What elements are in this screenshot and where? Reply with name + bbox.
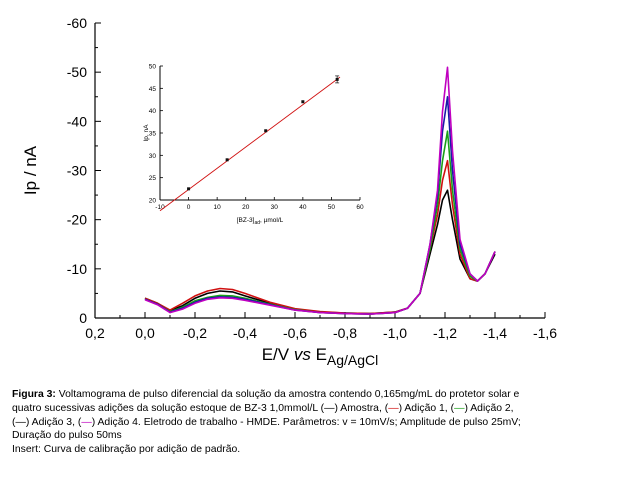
- legend-dash-adicao1: —: [388, 402, 399, 414]
- legend-dash-adicao2: —: [454, 402, 465, 414]
- main-y-tick-label: -30: [67, 163, 87, 179]
- legend-label-adicao2: Adição 2,: [470, 402, 514, 414]
- main-x-tick-label: -1,0: [383, 325, 407, 341]
- main-y-tick-label: 0: [79, 310, 87, 326]
- main-x-tick-label: -1,2: [433, 325, 457, 341]
- inset-x-title-unit: , µmol/L: [260, 217, 284, 224]
- inset-y-axis-title: Ip, nA: [143, 124, 150, 142]
- x-title-main: E/V: [262, 345, 294, 364]
- inset-x-tick-label: 50: [328, 204, 336, 211]
- inset-x-tick-label: 0: [187, 204, 191, 211]
- inset-y-tick-label: 50: [149, 64, 157, 71]
- caption-line1: Voltamograma de pulso diferencial da sol…: [55, 389, 520, 400]
- main-y-tick-label: -40: [67, 113, 87, 129]
- legend-dash-adicao4: —: [81, 416, 92, 428]
- main-x-tick-label: -0,6: [283, 325, 307, 341]
- main-series-group: [144, 66, 496, 315]
- series-line-1: [144, 159, 496, 315]
- main-y-tick-label: -60: [67, 15, 87, 31]
- inset-x-title-sub: ad: [254, 220, 260, 226]
- main-x-axis-title: E/V vs EAg/AgCl: [262, 345, 379, 368]
- main-x-tick-label: -0,2: [183, 325, 207, 341]
- inset-data-point: [264, 129, 268, 133]
- inset-x-tick-label: 30: [271, 204, 279, 211]
- inset-y-tick-label: 45: [149, 86, 157, 93]
- main-y-axis-title: Ip / nA: [21, 145, 40, 195]
- caption-label: Figura 3:: [12, 389, 56, 400]
- main-y-tick-label: -50: [67, 64, 87, 80]
- main-x-tick-label: -1,4: [483, 325, 507, 341]
- voltammogram-chart: 0 -10 -20 -30 -40 -50 -60 0,2 0,0 -0,2 -0,4 -0,6 -0,…: [21, 15, 557, 368]
- inset-data-point: [301, 100, 305, 104]
- caption-line3: Adição 4. Eletrodo de trabalho - HMDE. P…: [97, 416, 521, 428]
- caption-line2: quatro sucessivas adições da solução est…: [12, 402, 318, 414]
- series-line-2: [144, 130, 496, 315]
- inset-data-point: [187, 187, 191, 191]
- inset-x-tick-label: 40: [299, 204, 307, 211]
- legend-label-adicao1: Adição 1,: [404, 402, 448, 414]
- main-y-tick-label: -20: [67, 212, 87, 228]
- main-x-tick-label: 0,0: [135, 325, 155, 341]
- main-x-tick-label: -1,6: [533, 325, 557, 341]
- main-axes: 0 -10 -20 -30 -40 -50 -60 0,2 0,0 -0,2 -0,4 -0,6 -0,…: [21, 15, 557, 368]
- x-title-e: E: [311, 345, 327, 364]
- inset-x-tick-label: -10: [155, 204, 165, 211]
- legend-dash-adicao3: —: [15, 416, 26, 428]
- series-line-3: [144, 96, 496, 315]
- inset-x-tick-label: 10: [214, 204, 222, 211]
- main-x-tick-label: 0,2: [85, 325, 105, 341]
- inset-data-point: [225, 158, 229, 162]
- main-x-tick-label: -0,4: [233, 325, 257, 341]
- inset-y-tick-label: 35: [149, 131, 157, 138]
- inset-y-tick-label: 20: [149, 198, 157, 205]
- caption-line5: Insert: Curva de calibração por adição d…: [12, 444, 241, 456]
- inset-x-axis-title: [BZ-3]ad, µmol/L: [237, 217, 284, 226]
- legend-dash-amostra: —: [324, 402, 335, 414]
- x-title-subscript: Ag/AgCl: [327, 352, 378, 368]
- inset-y-tick-label: 25: [149, 175, 157, 182]
- main-y-tick-label: -10: [67, 261, 87, 277]
- series-line-4: [144, 66, 496, 315]
- main-x-tick-label: -0,8: [333, 325, 357, 341]
- inset-x-title-main: [BZ-3]: [237, 217, 255, 224]
- x-title-italic: vs: [294, 345, 312, 364]
- figure-caption: Figura 3: Voltamograma de pulso diferenc…: [12, 389, 521, 456]
- inset-fit-line: [159, 76, 341, 212]
- inset-y-tick-label: 30: [149, 153, 157, 160]
- inset-x-tick-label: 20: [242, 204, 250, 211]
- caption-line4: Duração do pulso 50ms: [12, 430, 122, 442]
- inset-calibration-chart: 20 25 30 35 40 45 50 -10 0 10 20 30 40 50 60 Ip, nA [BZ-…: [143, 64, 364, 227]
- inset-y-tick-label: 40: [149, 108, 157, 115]
- inset-x-tick-label: 60: [356, 204, 364, 211]
- legend-label-adicao3: Adição 3,: [31, 416, 75, 428]
- legend-label-amostra: Amostra,: [340, 402, 382, 414]
